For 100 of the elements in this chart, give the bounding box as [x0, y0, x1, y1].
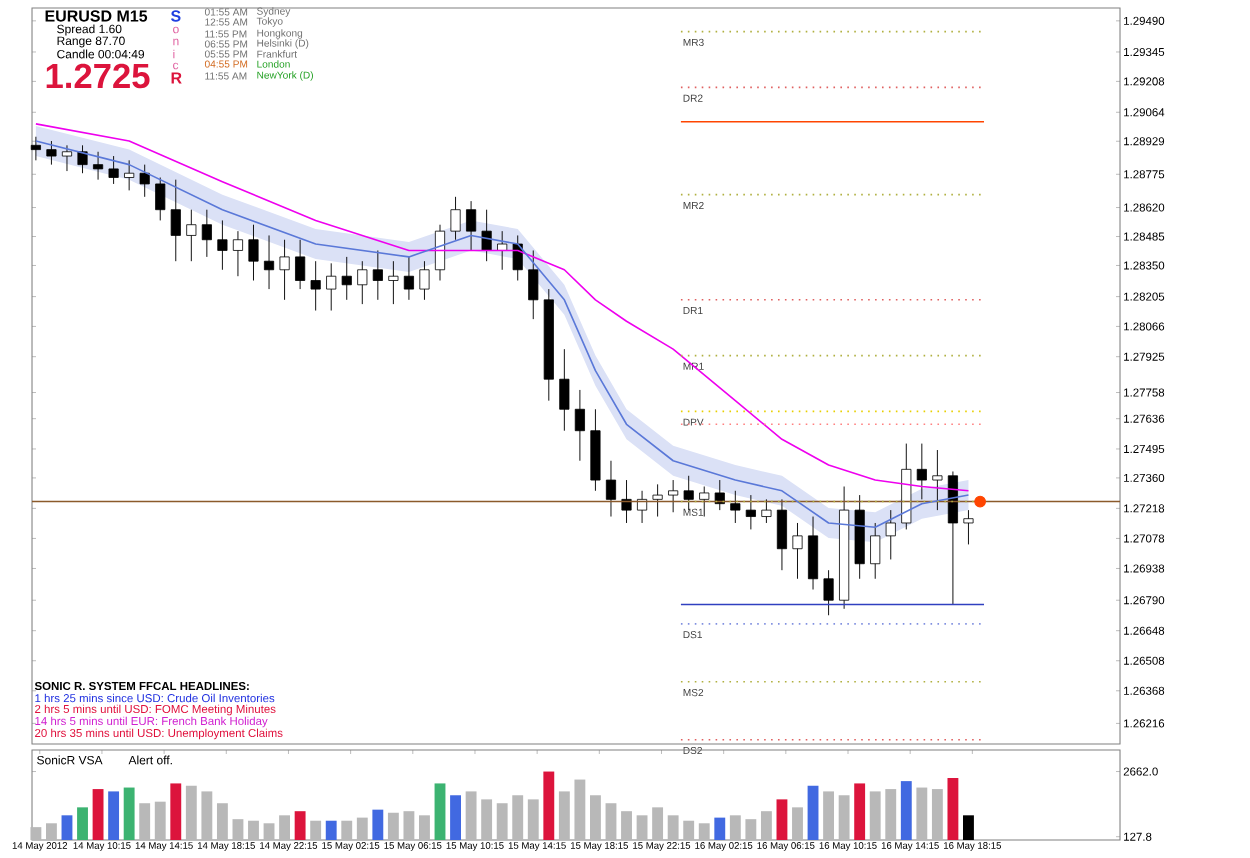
candlestick: [823, 569, 834, 616]
bar: [760, 811, 772, 840]
candlestick: [885, 509, 896, 560]
bar: [387, 812, 399, 840]
candlestick: [170, 179, 181, 262]
bar: [139, 803, 151, 840]
candlestick: [341, 256, 352, 301]
bar: [372, 809, 384, 840]
bar: [201, 791, 213, 840]
bar: [465, 791, 477, 840]
candlestick: [46, 140, 57, 166]
candlestick: [947, 471, 958, 605]
candlestick: [497, 230, 508, 271]
candlestick: [730, 490, 741, 524]
candlestick: [295, 239, 306, 290]
candlestick: [621, 479, 632, 524]
bar: [123, 787, 135, 840]
bar: [823, 791, 835, 840]
candlestick: [668, 479, 679, 513]
bar: [947, 778, 959, 840]
candlestick: [528, 250, 539, 320]
bar: [61, 815, 73, 840]
candlestick: [605, 460, 617, 518]
bar: [543, 771, 555, 840]
bar: [683, 820, 695, 840]
bar: [963, 815, 974, 840]
bar: [558, 791, 570, 840]
bar: [108, 791, 120, 840]
candlestick: [263, 234, 275, 290]
annotation: EURUSD M15: [45, 10, 148, 22]
bar: [636, 815, 648, 840]
candlestick: [310, 260, 321, 312]
candlestick: [403, 256, 414, 301]
candlestick: [776, 498, 788, 571]
candlestick: [466, 200, 477, 251]
bar: [294, 811, 306, 840]
annotation: R: [171, 72, 182, 84]
bar: [77, 807, 88, 840]
candlestick: [186, 209, 197, 262]
bar: [403, 811, 415, 840]
bar: [885, 789, 897, 840]
bar: [776, 799, 788, 840]
bar: [652, 807, 664, 840]
bar: [92, 789, 104, 840]
bar: [792, 807, 803, 840]
bar: [46, 823, 57, 840]
annotation: 1.2725: [46, 63, 150, 89]
candlestick: [155, 177, 166, 221]
bar: [900, 781, 912, 840]
bar: [589, 795, 601, 840]
candlestick: [792, 522, 803, 580]
bar: [216, 803, 228, 840]
bar: [574, 779, 586, 840]
bar: [496, 803, 508, 840]
candlestick: [279, 239, 290, 301]
candlestick: [574, 389, 585, 462]
bar: [838, 795, 850, 840]
candlestick: [108, 155, 119, 185]
bar: [450, 795, 461, 840]
bar: [512, 795, 524, 840]
candlestick: [139, 164, 150, 198]
bar: [325, 820, 337, 840]
candlestick: [761, 498, 772, 524]
candlestick: [248, 224, 259, 281]
annotation: S: [170, 10, 181, 22]
candlestick: [559, 348, 570, 432]
candlestick: [357, 260, 368, 305]
candlestick: [714, 479, 725, 511]
candlestick: [450, 196, 461, 241]
candlestick: [77, 144, 88, 174]
bar: [854, 783, 866, 840]
candlestick: [217, 219, 228, 271]
candlestick: [481, 209, 492, 262]
candlestick: [388, 260, 399, 305]
candlestick: [30, 136, 41, 161]
candlestick: [232, 230, 244, 277]
bar: [714, 817, 726, 840]
bar: [154, 801, 166, 840]
candlestick: [870, 522, 881, 580]
bar: [170, 783, 182, 840]
bar: [621, 811, 632, 840]
candlestick: [434, 224, 446, 281]
candlestick: [699, 486, 710, 518]
bar: [232, 819, 244, 840]
bar: [605, 803, 617, 840]
bar: [729, 815, 741, 840]
bar: [310, 820, 322, 840]
bar: [263, 823, 275, 840]
candlestick: [683, 475, 694, 511]
bar: [916, 787, 928, 840]
bar: [185, 785, 197, 840]
candlestick: [512, 234, 523, 281]
candlestick: [745, 494, 756, 530]
bar: [527, 799, 539, 840]
candlestick: [93, 151, 104, 181]
candlestick: [201, 209, 212, 258]
candlestick: [372, 250, 383, 301]
bar: [419, 815, 430, 840]
bar: [745, 819, 757, 840]
bar: [807, 785, 819, 840]
